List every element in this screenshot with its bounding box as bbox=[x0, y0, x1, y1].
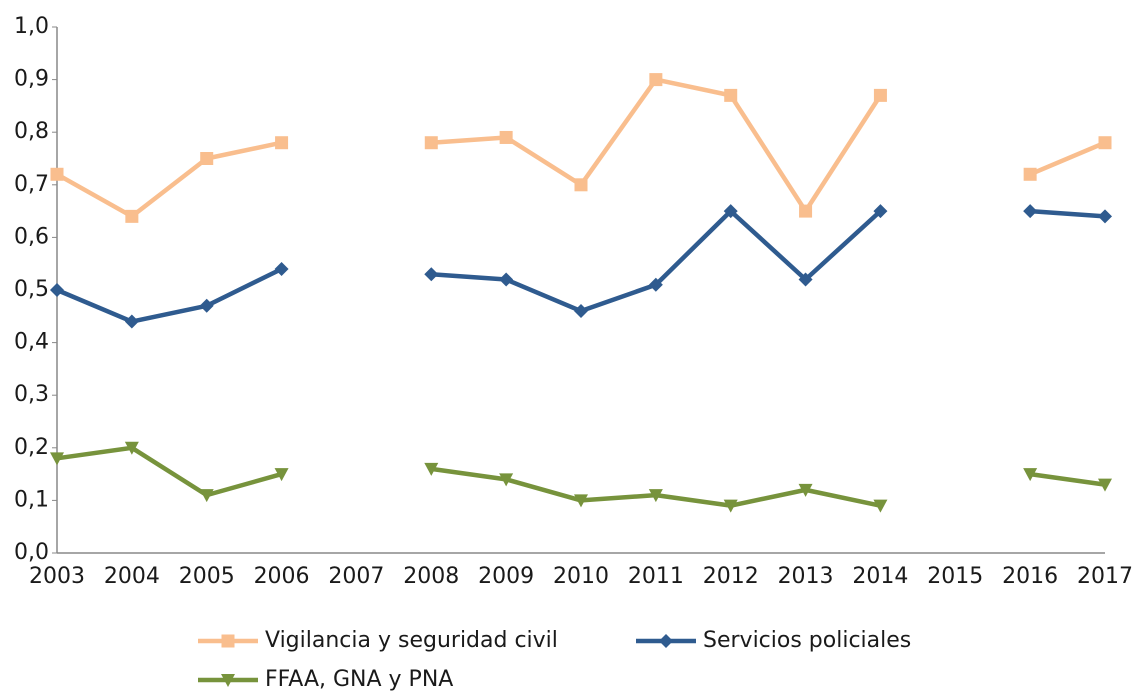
marker bbox=[499, 473, 514, 487]
marker bbox=[499, 130, 513, 144]
x-tick-label: 2008 bbox=[403, 564, 459, 589]
y-tick-label: 1,0 bbox=[14, 14, 49, 39]
marker bbox=[424, 267, 439, 282]
y-tick-label: 0,5 bbox=[14, 277, 49, 302]
y-tick-label: 0,0 bbox=[14, 540, 49, 565]
series-line bbox=[55, 77, 1106, 219]
marker bbox=[873, 88, 887, 102]
x-tick-label: 2009 bbox=[478, 564, 534, 589]
marker bbox=[50, 452, 64, 466]
marker bbox=[873, 204, 888, 219]
x-tick-label: 2017 bbox=[1077, 564, 1133, 589]
marker bbox=[200, 152, 214, 165]
x-tick-label: 2014 bbox=[852, 564, 908, 589]
x-tick-label: 2010 bbox=[553, 564, 609, 589]
marker bbox=[574, 304, 588, 319]
legend-label: FFAA, GNA y PNA bbox=[265, 667, 453, 692]
y-tick-label: 0,3 bbox=[14, 382, 49, 407]
y-tick-label: 0,2 bbox=[14, 435, 49, 460]
x-tick-label: 2016 bbox=[1002, 564, 1058, 589]
marker bbox=[1023, 468, 1038, 482]
y-tick-label: 0,1 bbox=[14, 487, 49, 512]
marker bbox=[275, 136, 289, 150]
x-tick-label: 2004 bbox=[104, 564, 160, 589]
marker bbox=[724, 88, 738, 102]
x-tick-label: 2011 bbox=[628, 564, 684, 589]
marker bbox=[873, 499, 888, 513]
marker bbox=[1098, 209, 1112, 224]
x-tick-label: 2007 bbox=[328, 564, 384, 589]
marker bbox=[799, 204, 813, 218]
y-tick-label: 0,9 bbox=[14, 67, 49, 92]
x-tick-label: 2015 bbox=[927, 564, 983, 589]
y-tick-label: 0,8 bbox=[14, 119, 49, 144]
x-tick-label: 2005 bbox=[179, 564, 235, 589]
marker bbox=[1098, 478, 1112, 492]
marker bbox=[50, 283, 64, 297]
marker bbox=[199, 489, 214, 503]
marker bbox=[274, 468, 289, 482]
marker bbox=[574, 178, 588, 192]
y-tick-label: 0,4 bbox=[14, 330, 49, 355]
marker bbox=[723, 204, 738, 219]
marker bbox=[1023, 167, 1037, 181]
marker bbox=[798, 483, 813, 497]
marker bbox=[499, 272, 514, 287]
marker bbox=[274, 261, 289, 276]
x-tick-label: 2003 bbox=[29, 564, 85, 589]
marker bbox=[124, 314, 139, 329]
marker bbox=[723, 499, 738, 513]
y-tick-label: 0,6 bbox=[14, 224, 49, 249]
marker bbox=[659, 634, 673, 648]
marker bbox=[221, 674, 235, 687]
marker bbox=[125, 209, 139, 223]
marker bbox=[648, 277, 663, 292]
marker bbox=[424, 462, 439, 476]
marker bbox=[798, 272, 813, 287]
marker bbox=[199, 298, 214, 313]
legend-label: Servicios policiales bbox=[703, 628, 911, 653]
y-tick-label: 0,7 bbox=[14, 172, 49, 197]
marker bbox=[50, 167, 64, 181]
marker bbox=[221, 634, 235, 648]
marker bbox=[649, 73, 663, 87]
legend-label: Vigilancia y seguridad civil bbox=[265, 628, 558, 653]
x-tick-label: 2012 bbox=[703, 564, 759, 589]
marker bbox=[424, 136, 438, 150]
marker bbox=[574, 494, 588, 508]
marker bbox=[124, 441, 139, 455]
marker bbox=[1098, 136, 1112, 150]
marker bbox=[1023, 204, 1038, 219]
x-tick-label: 2013 bbox=[778, 564, 834, 589]
x-tick-label: 2006 bbox=[254, 564, 310, 589]
marker bbox=[648, 489, 663, 503]
